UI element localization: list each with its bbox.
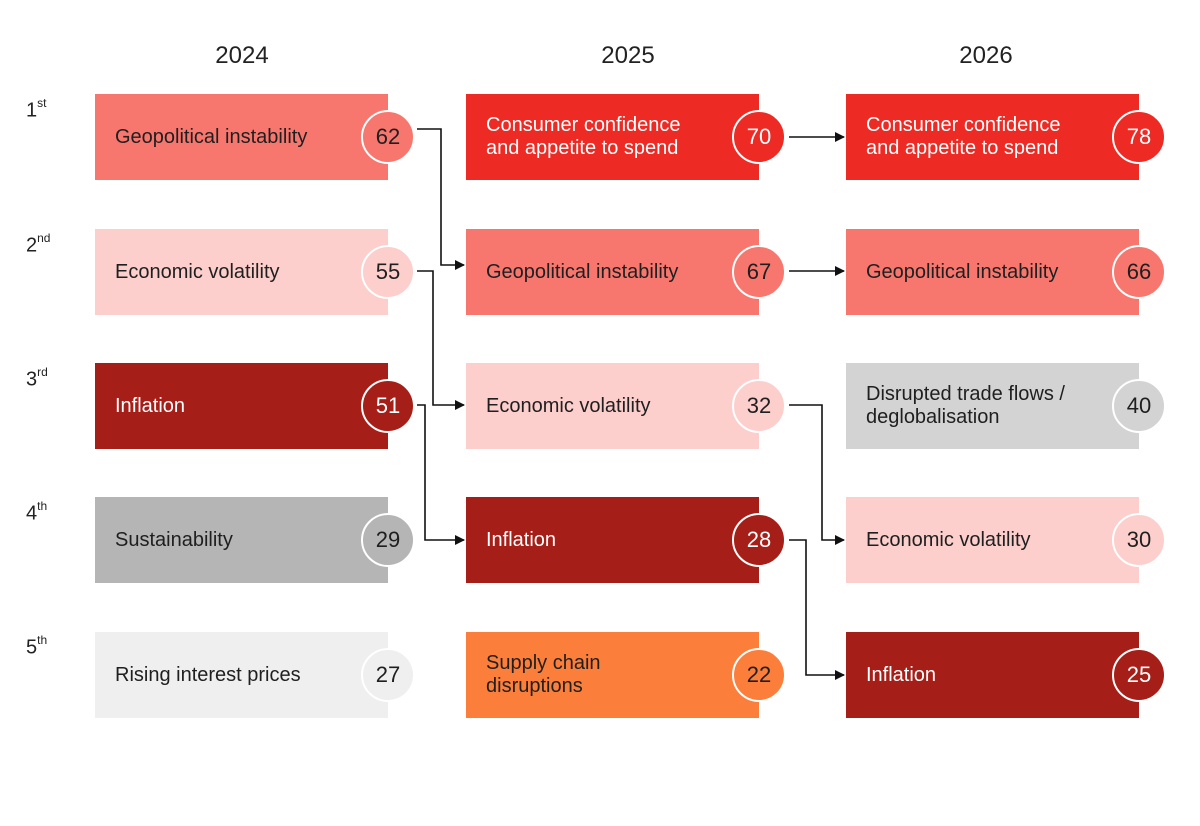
ranking-box-2024-4: Sustainability: [95, 497, 388, 583]
ranking-label-inflation: Inflation: [866, 663, 937, 686]
score-badge: 55: [361, 245, 415, 299]
ranking-label-consumer-confidence-and-appetite-to-spend: Consumer confidence and appetite to spen…: [486, 114, 681, 159]
ranking-box-2026-2: Geopolitical instability: [846, 229, 1139, 315]
ranking-box-2026-5: Inflation: [846, 632, 1139, 718]
ranking-label-supply-chain-disruptions: Supply chain disruptions: [486, 652, 601, 697]
ranking-label-geopolitical-instability: Geopolitical instability: [866, 260, 1059, 283]
ranking-box-2024-2: Economic volatility: [95, 229, 388, 315]
score-badge: 27: [361, 648, 415, 702]
ranking-box-2024-1: Geopolitical instability: [95, 94, 388, 180]
score-badge: 29: [361, 513, 415, 567]
ranking-label-inflation: Inflation: [486, 528, 557, 551]
ranking-label-economic-volatility: Economic volatility: [866, 528, 1031, 551]
score-badge: 51: [361, 379, 415, 433]
score-badge: 30: [1112, 513, 1166, 567]
rank-label-3: 3rd: [26, 365, 48, 391]
connector-economic-volatility-2024-2025: [417, 270, 465, 410]
score-badge: 62: [361, 110, 415, 164]
rank-label-1: 1st: [26, 96, 47, 122]
ranking-label-economic-volatility: Economic volatility: [486, 394, 651, 417]
ranking-label-rising-interest-prices: Rising interest prices: [115, 663, 301, 686]
ranking-box-2026-3: Disrupted trade flows / deglobalisation: [846, 363, 1139, 449]
connector-economic-volatility-2025-2026: [789, 404, 845, 545]
rank-label-4: 4th: [26, 499, 48, 525]
score-badge: 78: [1112, 110, 1166, 164]
ranking-label-consumer-confidence-and-appetite-to-spend: Consumer confidence and appetite to spen…: [866, 114, 1061, 159]
year-header-2026: 2026: [959, 42, 1013, 69]
ranking-label-disrupted-trade-flows-deglobalisation: Disrupted trade flows / deglobalisation: [866, 383, 1065, 428]
connector-inflation-2025-2026: [789, 539, 845, 680]
ranking-box-2025-3: Economic volatility: [466, 363, 759, 449]
connector-geopolitical-2024-2025: [417, 128, 465, 270]
connector-inflation-2024-2025: [417, 404, 465, 545]
score-badge: 67: [732, 245, 786, 299]
score-badge: 66: [1112, 245, 1166, 299]
score-badge: 70: [732, 110, 786, 164]
rank-label-2: 2nd: [26, 231, 51, 257]
ranking-label-sustainability: Sustainability: [115, 528, 233, 551]
score-badge: 32: [732, 379, 786, 433]
ranking-box-2025-2: Geopolitical instability: [466, 229, 759, 315]
score-badge: 40: [1112, 379, 1166, 433]
ranking-box-2024-3: Inflation: [95, 363, 388, 449]
ranking-label-geopolitical-instability: Geopolitical instability: [115, 125, 308, 148]
score-badge: 25: [1112, 648, 1166, 702]
ranking-box-2025-5: Supply chain disruptions: [466, 632, 759, 718]
score-badge: 28: [732, 513, 786, 567]
ranking-label-inflation: Inflation: [115, 394, 186, 417]
ranking-label-geopolitical-instability: Geopolitical instability: [486, 260, 679, 283]
ranking-box-2024-5: Rising interest prices: [95, 632, 388, 718]
ranking-label-economic-volatility: Economic volatility: [115, 260, 280, 283]
ranking-box-2025-4: Inflation: [466, 497, 759, 583]
ranking-box-2026-4: Economic volatility: [846, 497, 1139, 583]
ranking-box-2025-1: Consumer confidence and appetite to spen…: [466, 94, 759, 180]
ranking-box-2026-1: Consumer confidence and appetite to spen…: [846, 94, 1139, 180]
year-header-2024: 2024: [215, 42, 269, 69]
rank-label-5: 5th: [26, 633, 48, 659]
year-header-2025: 2025: [601, 42, 655, 69]
score-badge: 22: [732, 648, 786, 702]
